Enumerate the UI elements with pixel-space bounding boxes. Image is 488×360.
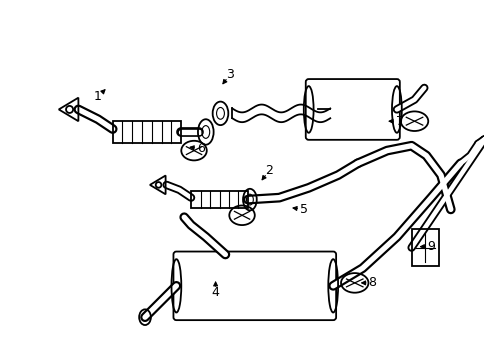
Text: 2: 2 xyxy=(265,164,273,177)
Text: 4: 4 xyxy=(211,286,219,299)
Bar xyxy=(191,191,247,208)
Text: 8: 8 xyxy=(367,276,376,289)
Text: 3: 3 xyxy=(226,68,234,81)
Bar xyxy=(411,229,438,266)
Bar xyxy=(112,121,181,143)
Text: 5: 5 xyxy=(299,203,307,216)
Text: 9: 9 xyxy=(427,240,434,253)
Text: 7: 7 xyxy=(395,115,403,128)
Text: 1: 1 xyxy=(94,90,102,103)
Text: 6: 6 xyxy=(197,142,204,155)
